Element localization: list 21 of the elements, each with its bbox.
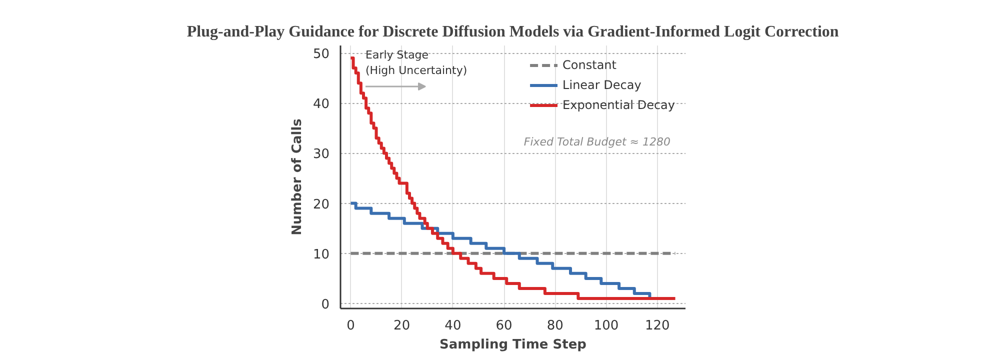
- x-tick-label: 20: [394, 318, 410, 334]
- y-tick-label: 30: [312, 147, 330, 162]
- chart-title: Plug-and-Play Guidance for Discrete Diffusion Models via Gradient-Informed Logit Correction: [186, 24, 839, 40]
- x-tick-label: 0: [346, 318, 355, 334]
- x-tick-label: 100: [594, 318, 619, 334]
- y-tick-label: 40: [312, 97, 330, 112]
- annotation: Fixed Total Budget ≈ 1280: [524, 136, 671, 148]
- x-tick-label: 40: [444, 318, 462, 334]
- y-tick-label: 10: [312, 247, 330, 262]
- legend-label: Exponential Decay: [562, 98, 675, 112]
- y-tick-label: 0: [321, 297, 330, 312]
- x-tick-label: 80: [546, 318, 564, 334]
- legend-label: Linear Decay: [562, 78, 642, 92]
- annotation: Early Stage (High Uncertainty): [366, 48, 468, 78]
- y-tick-label: 50: [312, 47, 330, 62]
- x-tick-label: 120: [644, 318, 670, 334]
- x-tick-label: 60: [496, 318, 512, 334]
- legend-label: Constant: [562, 58, 616, 72]
- x-axis-title: Sampling Time Step: [440, 338, 586, 352]
- y-tick-label: 20: [312, 197, 330, 212]
- y-axis-title: Number of Calls: [290, 118, 305, 236]
